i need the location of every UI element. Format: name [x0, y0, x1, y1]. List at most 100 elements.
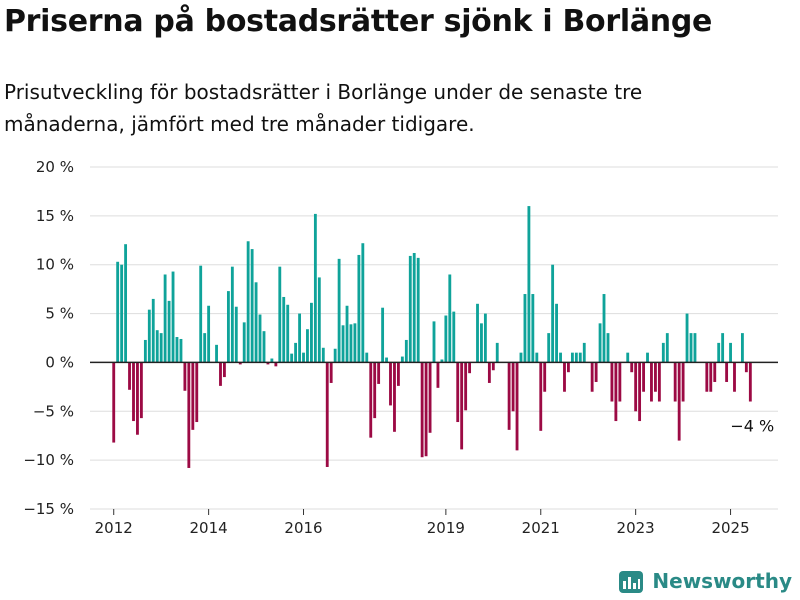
bar [270, 358, 274, 363]
bar [294, 342, 298, 363]
bar [748, 362, 752, 402]
bar [436, 362, 440, 388]
bar [531, 294, 535, 363]
bar [626, 352, 630, 363]
bar [341, 325, 345, 363]
bar [563, 362, 566, 392]
bar [661, 342, 665, 363]
bar [215, 344, 218, 363]
bar [321, 347, 325, 363]
bar [147, 309, 151, 363]
bar [705, 362, 709, 392]
bar [258, 314, 262, 363]
bar [357, 254, 361, 363]
bar [187, 362, 191, 468]
bar [642, 362, 646, 392]
bar [396, 362, 400, 386]
bar [610, 362, 614, 402]
bar [464, 362, 468, 411]
bar [582, 342, 586, 363]
bar [570, 352, 574, 363]
x-tick-label: 2016 [284, 519, 322, 537]
bar [238, 362, 242, 365]
bar [132, 362, 135, 422]
bar [286, 304, 290, 363]
bar [226, 291, 230, 363]
bar [345, 305, 349, 363]
bar [551, 264, 555, 363]
bar [721, 333, 725, 363]
bar [468, 362, 472, 374]
bar [254, 282, 258, 363]
bar [416, 257, 420, 363]
y-tick-label: 15 % [36, 207, 74, 225]
bar [349, 324, 353, 363]
bar [377, 362, 381, 384]
bar [203, 333, 207, 363]
bar [507, 362, 511, 430]
bar [665, 333, 669, 363]
bar [404, 339, 408, 363]
bar [155, 330, 159, 363]
bar [602, 294, 606, 363]
bar [685, 313, 689, 363]
bar [175, 337, 179, 363]
bar [650, 362, 653, 402]
bar [290, 353, 294, 363]
y-tick-label: −5 % [33, 402, 74, 420]
x-tick-label: 2023 [617, 519, 655, 537]
bar [171, 271, 175, 363]
bar [329, 362, 333, 383]
bar [527, 206, 531, 363]
bar [424, 362, 428, 457]
bar [523, 294, 527, 363]
bar [112, 362, 116, 443]
bar [456, 362, 460, 423]
bar [693, 333, 697, 363]
bar [313, 213, 317, 363]
y-tick-label: 10 % [36, 256, 74, 274]
bar [302, 352, 305, 363]
bar [179, 338, 183, 363]
bar [657, 362, 661, 402]
bar [230, 266, 234, 363]
bar [480, 323, 483, 363]
bar [630, 362, 634, 373]
bar [483, 313, 487, 363]
x-tick-label: 2021 [522, 519, 560, 537]
bar [495, 342, 499, 363]
y-tick-label: 0 % [45, 353, 74, 371]
x-tick-label: 2019 [427, 519, 465, 537]
x-tick-label: 2012 [95, 519, 133, 537]
bar [559, 352, 562, 363]
page-subtitle: Prisutveckling för bostadsrätter i Borlä… [4, 80, 643, 136]
bar [317, 277, 321, 363]
brand-name: Newsworthy [652, 569, 792, 593]
bar [412, 252, 416, 363]
bar [444, 315, 448, 363]
bar [163, 274, 167, 363]
y-tick-label: 20 % [36, 158, 74, 176]
bar [594, 362, 598, 382]
bar [262, 331, 266, 363]
bar [219, 362, 222, 386]
bar [400, 356, 404, 363]
bar [733, 362, 736, 392]
bar [598, 323, 602, 363]
bar [325, 362, 329, 467]
bar [274, 362, 278, 367]
newsworthy-logo-icon [619, 571, 644, 593]
bar [547, 333, 551, 363]
bar [139, 362, 143, 419]
bar [515, 362, 519, 451]
bar [535, 352, 539, 363]
bar [337, 258, 341, 363]
x-tick-label: 2025 [711, 519, 749, 537]
bar [199, 265, 203, 363]
bar [566, 362, 570, 373]
bar [282, 296, 286, 363]
bar [128, 362, 131, 390]
x-tick-label: 2014 [190, 519, 228, 537]
bar [713, 362, 717, 382]
